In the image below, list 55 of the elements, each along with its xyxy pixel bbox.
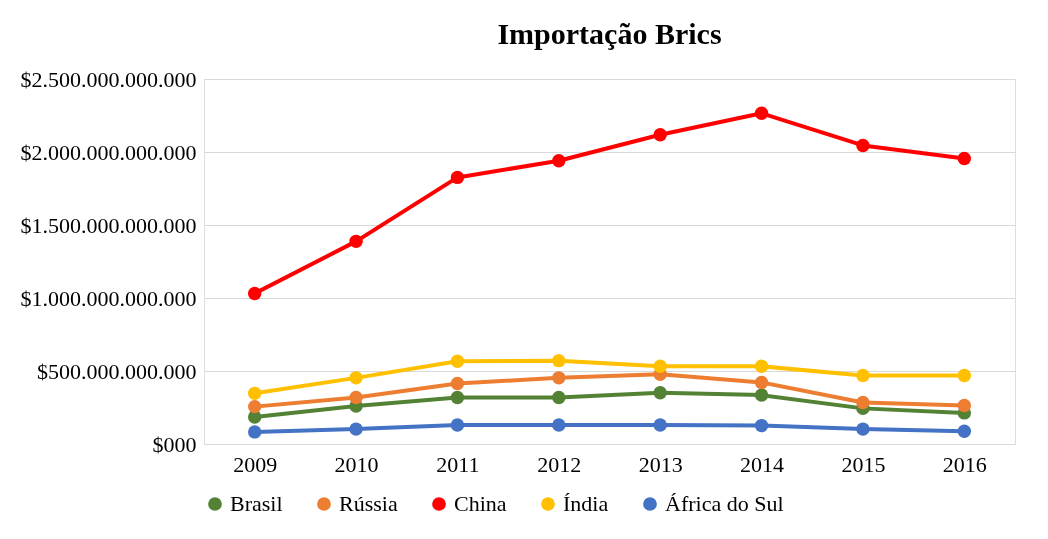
point xyxy=(653,359,667,374)
x-tick-label: 2011 xyxy=(436,451,480,477)
y-tick-label: $000 xyxy=(152,431,197,457)
legend-label: Índia xyxy=(563,491,609,516)
point xyxy=(349,422,363,436)
point xyxy=(247,425,262,439)
x-tick-label: 2012 xyxy=(537,451,582,477)
point xyxy=(957,398,972,413)
point xyxy=(552,371,566,385)
point xyxy=(247,399,262,414)
point xyxy=(552,353,566,368)
legend-label: China xyxy=(454,491,507,516)
y-tick-label: $1.500.000.000.000 xyxy=(20,212,197,238)
point xyxy=(754,106,769,120)
point xyxy=(754,359,769,374)
x-tick-label: 2015 xyxy=(841,451,886,477)
y-tick-label: $2.500.000.000.000 xyxy=(20,66,197,92)
y-tick-label: $2.000.000.000.000 xyxy=(20,139,197,165)
point xyxy=(856,368,870,383)
point xyxy=(754,418,769,433)
legend-label: Brasil xyxy=(230,491,283,516)
legend-label: África do Sul xyxy=(665,491,784,516)
point xyxy=(856,422,870,436)
point xyxy=(349,390,363,405)
y-tick-label: $500.000.000.000 xyxy=(37,358,197,384)
x-tick-label: 2010 xyxy=(334,451,379,477)
point xyxy=(856,395,870,410)
x-tick-label: 2014 xyxy=(740,451,785,477)
point xyxy=(653,386,667,400)
y-tick-label: $1.000.000.000.000 xyxy=(20,285,197,311)
point xyxy=(653,418,667,432)
point xyxy=(450,354,465,368)
point xyxy=(349,371,363,385)
legend-label: Rússia xyxy=(339,491,398,516)
point xyxy=(552,418,566,432)
point xyxy=(653,128,667,142)
x-tick-label: 2016 xyxy=(942,451,987,477)
point xyxy=(754,388,769,402)
point xyxy=(247,386,262,401)
point xyxy=(450,170,465,185)
x-tick-label: 2013 xyxy=(638,451,683,477)
point xyxy=(247,286,262,301)
point xyxy=(349,234,363,249)
point xyxy=(957,151,972,166)
point xyxy=(856,138,870,153)
x-tick-label: 2009 xyxy=(233,451,278,477)
point xyxy=(552,390,566,405)
point xyxy=(450,376,465,391)
point xyxy=(552,154,566,168)
point xyxy=(957,368,972,383)
point xyxy=(450,418,465,432)
chart-title: Importação Brics xyxy=(497,17,722,50)
point xyxy=(754,375,769,390)
point xyxy=(450,390,465,405)
point xyxy=(957,424,972,438)
